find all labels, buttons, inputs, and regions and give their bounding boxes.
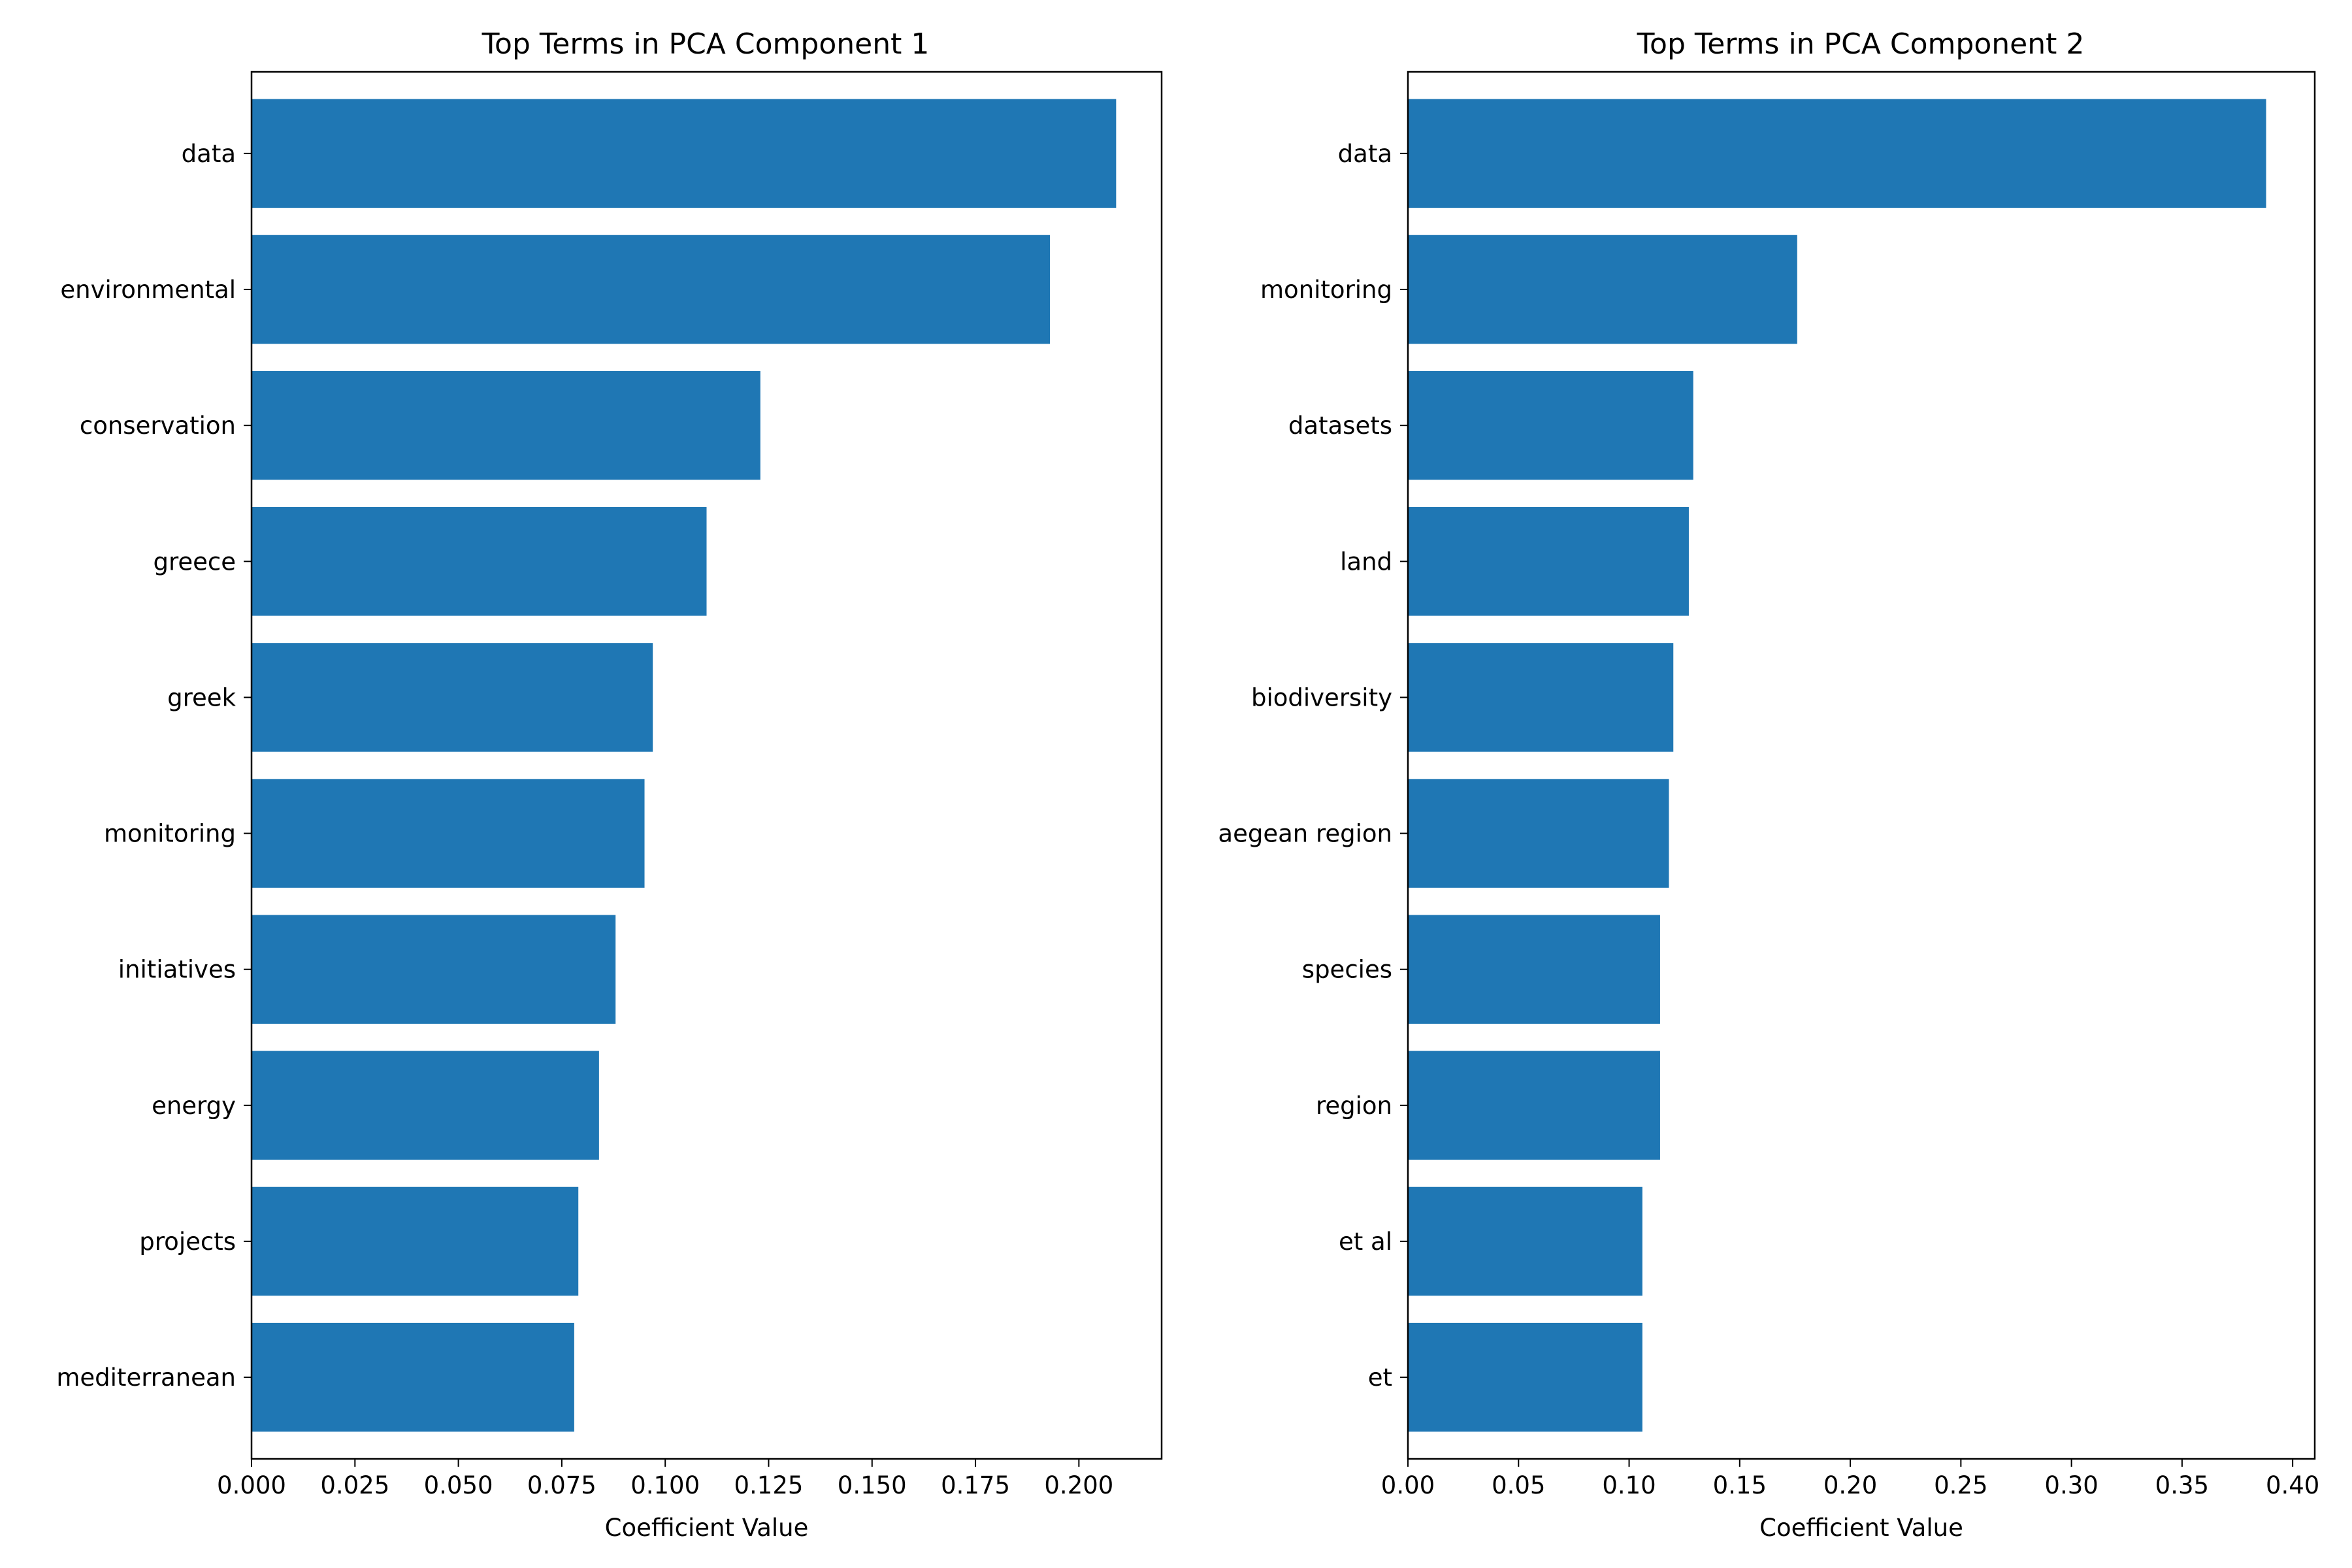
x-tick-label: 0.30 <box>2044 1471 2098 1499</box>
y-tick-label: region <box>1316 1092 1392 1120</box>
y-tick-label: projects <box>139 1228 236 1256</box>
bar-monitoring <box>1408 235 1797 344</box>
chart-panel-component-1: Top Terms in PCA Component 1 data environ… <box>56 27 1163 1542</box>
x-tick-label: 0.175 <box>941 1471 1010 1499</box>
x-axis-label: Coefficient Value <box>605 1514 809 1542</box>
y-tick-group: data monitoring datasets land biodiversity ae… <box>1218 140 1408 1392</box>
y-tick-label: data <box>182 140 236 168</box>
plot-frame <box>250 71 1163 1460</box>
bar-group <box>1408 99 2266 1432</box>
y-tick-label: et al <box>1339 1228 1392 1256</box>
bar-data <box>252 99 1117 208</box>
bar-initiatives <box>252 915 616 1024</box>
x-tick-label: 0.025 <box>320 1471 389 1499</box>
bar-mediterranean <box>252 1322 574 1432</box>
bar-energy <box>252 1051 599 1160</box>
chart-title: Top Terms in PCA Component 1 <box>482 27 930 61</box>
plot-frame <box>1407 71 2316 1460</box>
bar-conservation <box>252 370 760 480</box>
x-tick-label: 0.25 <box>1934 1471 1987 1499</box>
y-tick-label: et <box>1368 1364 1392 1392</box>
x-tick-label: 0.40 <box>2266 1471 2319 1499</box>
x-tick-label: 0.150 <box>838 1471 907 1499</box>
x-tick-label: 0.125 <box>734 1471 804 1499</box>
y-tick-label: environmental <box>60 276 236 304</box>
y-tick-label: greece <box>153 547 236 576</box>
y-tick-label: conservation <box>80 412 236 440</box>
x-tick-label: 0.20 <box>1823 1471 1877 1499</box>
bar-species <box>1408 915 1660 1024</box>
bar-et <box>1408 1322 1642 1432</box>
x-tick-label: 0.200 <box>1044 1471 1113 1499</box>
bar-environmental <box>252 235 1051 344</box>
y-tick-label: greek <box>167 683 236 711</box>
bar-group <box>252 99 1117 1432</box>
y-tick-label: mediterranean <box>56 1364 236 1392</box>
y-tick-label: monitoring <box>104 820 236 848</box>
y-tick-label: energy <box>152 1092 236 1120</box>
x-tick-label: 0.10 <box>1602 1471 1656 1499</box>
y-tick-label: data <box>1338 140 1392 168</box>
bar-biodiversity <box>1408 643 1674 752</box>
bar-data <box>1408 99 2266 208</box>
x-tick-label: 0.00 <box>1381 1471 1435 1499</box>
bar-monitoring <box>252 779 645 888</box>
y-tick-label: monitoring <box>1260 276 1392 304</box>
x-tick-label: 0.100 <box>630 1471 700 1499</box>
y-tick-label: land <box>1340 547 1392 576</box>
bar-land <box>1408 507 1689 616</box>
bar-region <box>1408 1051 1660 1160</box>
bar-projects <box>252 1186 579 1296</box>
x-tick-group: 0.000 0.025 0.050 0.075 0.100 0.125 0.150 0.175… <box>217 1459 1113 1499</box>
chart-title: Top Terms in PCA Component 2 <box>1637 27 2085 61</box>
y-tick-label: aegean region <box>1218 820 1392 848</box>
x-tick-label: 0.15 <box>1713 1471 1767 1499</box>
bar-greek <box>252 643 653 752</box>
x-tick-group: 0.00 0.05 0.10 0.15 0.20 0.25 0.30 0.35 0.40 <box>1381 1459 2319 1499</box>
y-tick-label: datasets <box>1288 412 1392 440</box>
x-tick-label: 0.075 <box>527 1471 596 1499</box>
bar-et-al <box>1408 1186 1642 1296</box>
bar-aegean-region <box>1408 779 1669 888</box>
x-tick-label: 0.000 <box>217 1471 286 1499</box>
x-tick-label: 0.35 <box>2155 1471 2209 1499</box>
chart-panel-component-2: Top Terms in PCA Component 2 data monitor… <box>1218 27 2319 1542</box>
x-tick-label: 0.050 <box>424 1471 493 1499</box>
y-tick-label: species <box>1302 956 1392 984</box>
y-tick-label: biodiversity <box>1251 683 1392 711</box>
bar-datasets <box>1408 370 1693 480</box>
y-tick-label: initiatives <box>118 956 236 984</box>
x-axis-label: Coefficient Value <box>1759 1514 1963 1542</box>
x-tick-label: 0.05 <box>1492 1471 1545 1499</box>
bar-greece <box>252 507 707 616</box>
y-tick-group: data environmental conservation greece greek… <box>56 140 252 1392</box>
